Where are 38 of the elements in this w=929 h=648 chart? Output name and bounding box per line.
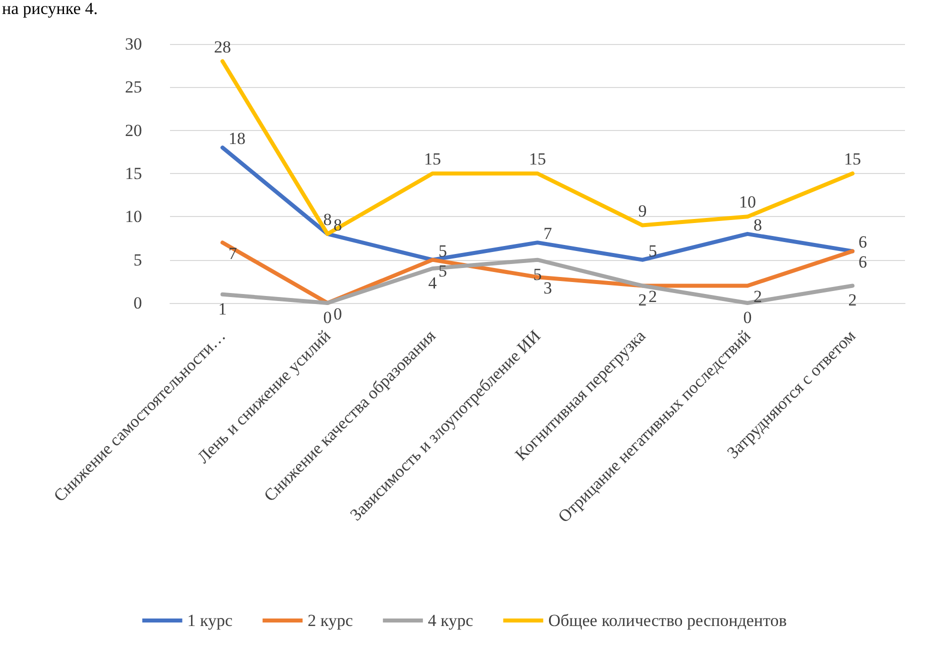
legend-label: 1 курс [187,611,234,630]
data-label: 0 [743,308,752,327]
data-label: 0 [323,308,332,327]
y-tick-label: 15 [125,164,142,183]
data-label: 1 [218,299,227,318]
data-label: 15 [529,150,546,168]
data-label: 28 [214,37,231,56]
data-label: 10 [739,192,756,212]
text: на рисунке 4. [2,0,98,18]
data-label: 5 [438,261,447,280]
data-label: 9 [638,201,647,220]
data-label: 4 [428,273,438,292]
data-label: 6 [858,232,867,252]
y-tick-label: 0 [134,294,142,312]
legend-label: Общее количество респондентов [548,611,787,630]
y-tick-label: 25 [125,78,142,97]
data-label: 7 [544,224,552,244]
data-label: 2 [648,287,657,306]
data-label: 15 [844,150,861,168]
data-label: 2 [848,290,857,310]
legend-label: 2 курс [308,611,354,630]
y-tick-label: 5 [134,250,142,270]
data-label: 0 [334,304,342,324]
y-tick-label: 20 [125,120,142,140]
data-label: 5 [648,241,657,260]
legend-label: 4 курс [428,611,474,630]
data-label: 15 [424,150,441,168]
data-label: 8 [323,210,332,229]
data-label: 2 [638,290,647,310]
data-label: 18 [228,129,246,148]
y-tick-label: 10 [125,207,142,226]
line-series [220,258,854,305]
data-label: 8 [754,215,762,234]
data-label: 3 [544,278,552,298]
data-label: 2 [754,287,762,306]
data-label: 6 [858,252,867,272]
data-label: 5 [438,241,447,260]
y-tick-label: 30 [125,34,142,54]
